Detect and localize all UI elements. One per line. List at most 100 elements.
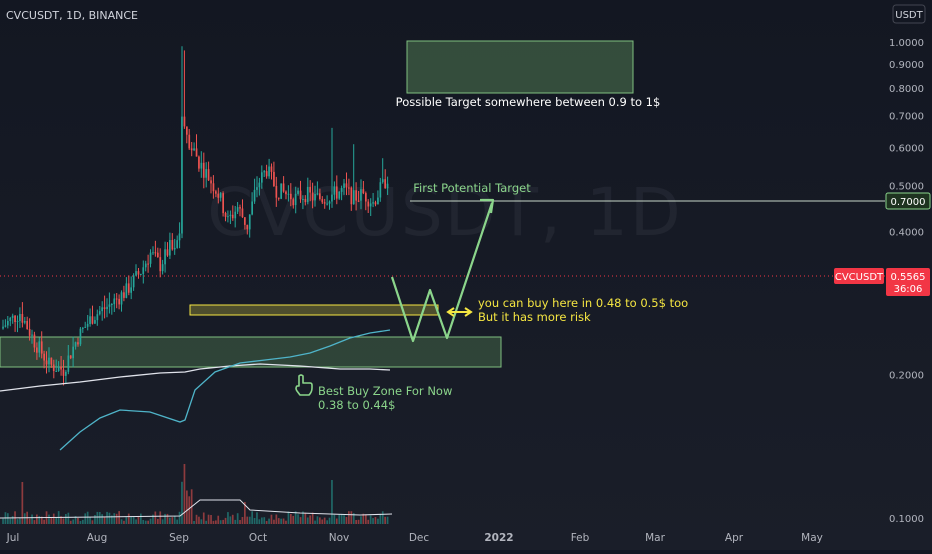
candle-body xyxy=(212,183,215,192)
projection-path xyxy=(390,202,494,343)
volume-bar xyxy=(350,511,353,524)
volume-bar xyxy=(302,511,304,524)
volume-bar xyxy=(94,515,96,524)
volume-bar xyxy=(132,516,135,524)
volume-bar xyxy=(290,514,292,524)
candle-body xyxy=(323,202,326,204)
candle-body xyxy=(198,156,200,169)
candle-body xyxy=(2,326,4,329)
candle-body xyxy=(270,166,273,172)
volume-bar xyxy=(234,519,237,524)
candle-body xyxy=(149,252,152,264)
time-tick-label: 2022 xyxy=(484,532,513,544)
candle-body xyxy=(96,314,99,321)
candle-body xyxy=(205,169,207,178)
best-zone-line-1: Best Buy Zone For Now xyxy=(318,384,452,398)
volume-bar xyxy=(98,512,101,524)
candle-body xyxy=(253,189,256,202)
currency-badge[interactable]: USDT xyxy=(892,4,926,24)
volume-bar xyxy=(372,518,374,524)
candle-body xyxy=(84,326,87,328)
price-tick-label: 0.7000 xyxy=(889,112,924,123)
volume-bar xyxy=(285,520,287,524)
volume-bar xyxy=(340,513,343,524)
volume-bar xyxy=(367,519,370,524)
volume-bar xyxy=(159,511,162,524)
time-axis[interactable]: Jul Aug Sep Oct Nov Dec 2022 Feb Mar Apr May xyxy=(6,532,823,544)
volume-bar xyxy=(343,515,345,524)
candle-body xyxy=(135,271,137,276)
volume-bar xyxy=(316,516,319,524)
candle-body xyxy=(256,187,258,190)
volume-bar xyxy=(352,513,355,524)
volume-bar xyxy=(377,518,379,524)
volume-bar xyxy=(21,482,24,524)
volume-bar xyxy=(200,519,203,524)
volume-bar xyxy=(178,511,181,524)
volume-bar xyxy=(294,511,297,524)
volume-bar xyxy=(23,513,26,524)
candle-body xyxy=(384,179,386,189)
candle-body xyxy=(372,202,374,204)
volume-bar xyxy=(198,516,200,524)
volume-bar xyxy=(7,513,9,524)
candle-body xyxy=(60,366,62,370)
volume-bar xyxy=(299,517,302,524)
possible-target-label: Possible Target somewhere between 0.9 to… xyxy=(396,95,661,109)
candle-body xyxy=(193,148,195,151)
candle-body xyxy=(125,283,128,298)
candle-body xyxy=(137,271,140,275)
candle-body xyxy=(282,183,285,192)
volume-bar xyxy=(239,520,241,524)
candle-body xyxy=(352,190,355,205)
volume-bar xyxy=(331,480,333,524)
volume-bar xyxy=(149,518,152,524)
candle-body xyxy=(217,193,220,198)
volume-bar xyxy=(55,517,58,524)
volume-bar xyxy=(72,519,74,524)
candle-body xyxy=(7,321,9,326)
candle-body xyxy=(82,327,84,329)
volume-bar xyxy=(282,518,285,524)
volume-bar xyxy=(40,516,43,524)
volume-bar xyxy=(338,514,341,524)
candle-body xyxy=(132,275,135,288)
volume-bar xyxy=(212,520,215,524)
candle-body xyxy=(280,183,282,199)
candle-body xyxy=(55,371,58,372)
candle-body xyxy=(379,182,382,198)
volume-bar xyxy=(50,517,53,524)
projection-arrowhead xyxy=(480,198,495,214)
volume-bar xyxy=(333,514,336,524)
candle-body xyxy=(268,166,270,177)
volume-bar xyxy=(270,514,273,524)
volume-bar xyxy=(62,518,65,524)
volume-bar xyxy=(147,520,149,524)
volume-bar xyxy=(123,520,125,524)
volume-bar xyxy=(111,515,113,524)
candle-body xyxy=(127,283,130,293)
volume-bar xyxy=(335,518,338,524)
moving-average-blue xyxy=(59,329,391,451)
time-tick-label: Aug xyxy=(87,532,108,544)
candle-body xyxy=(377,197,379,205)
volume-bar xyxy=(215,520,217,524)
candle-body xyxy=(273,171,275,186)
candle-body xyxy=(219,193,222,198)
candle-body xyxy=(38,341,41,353)
candle-body xyxy=(248,214,251,230)
candle-body xyxy=(360,189,362,201)
volume-bar xyxy=(246,516,249,524)
candle-body xyxy=(4,325,7,327)
volume-bar xyxy=(28,518,31,524)
volume-bar xyxy=(231,514,234,524)
volume-bar xyxy=(48,514,50,524)
volume-bar xyxy=(202,512,205,524)
candle-body xyxy=(386,183,389,189)
candle-body xyxy=(147,263,149,265)
candle-body xyxy=(33,334,36,348)
candle-body xyxy=(50,357,53,365)
volume-bar xyxy=(275,514,278,524)
